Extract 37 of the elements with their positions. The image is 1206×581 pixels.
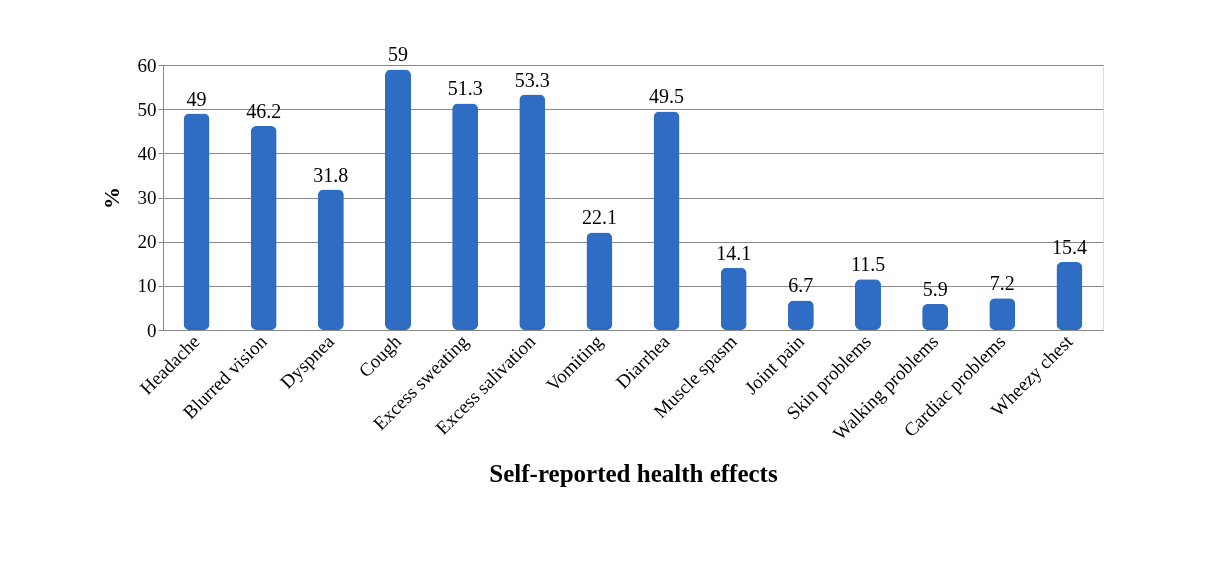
bar [720, 267, 747, 330]
y-axis-title: % [98, 187, 124, 209]
bar [317, 189, 344, 330]
data-label: 15.4 [1051, 235, 1087, 258]
bar [989, 298, 1016, 330]
bar [519, 94, 546, 330]
bar [586, 232, 613, 330]
data-label: 49.5 [649, 85, 685, 108]
y-tick-label: 40 [137, 142, 157, 164]
data-label: 5.9 [922, 277, 948, 300]
data-label: 31.8 [313, 163, 349, 186]
data-label: 59 [388, 43, 408, 66]
data-label: 49 [186, 87, 207, 110]
bar [385, 69, 411, 330]
bar [653, 111, 680, 330]
bar [452, 103, 479, 330]
data-label: 51.3 [447, 77, 483, 100]
y-tick-label: 50 [137, 98, 157, 120]
bar [922, 303, 949, 330]
data-label: 53.3 [514, 68, 550, 91]
data-label: 11.5 [850, 253, 886, 276]
y-tick-label: 20 [137, 231, 157, 253]
bar [787, 300, 814, 330]
y-tick-label: 60 [137, 54, 157, 76]
y-tick-label: 0 [147, 319, 157, 341]
y-tick-label: 30 [137, 187, 157, 208]
data-label: 14.1 [716, 241, 752, 264]
data-label: 22.1 [581, 206, 617, 229]
data-label: 46.2 [246, 99, 282, 122]
data-label: 7.2 [989, 272, 1015, 295]
y-tick-label: 10 [137, 275, 157, 297]
bar [183, 113, 210, 330]
bar [1056, 261, 1083, 330]
data-label: 6.7 [788, 274, 814, 297]
bar [250, 125, 277, 330]
bar [855, 279, 881, 330]
x-axis-title: Self-reported health effects [489, 460, 778, 488]
